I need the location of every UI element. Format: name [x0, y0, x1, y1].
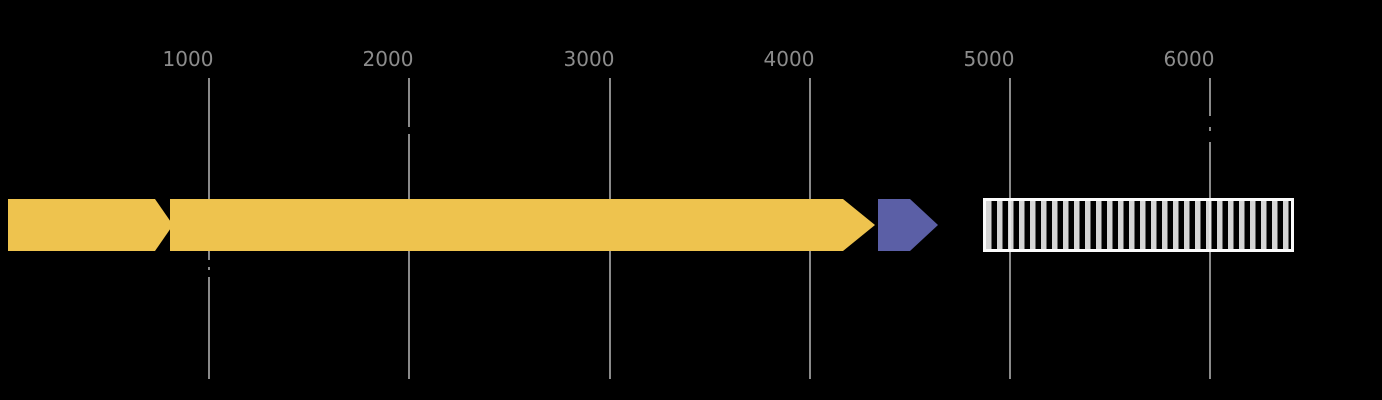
axis-tick-label: 2000	[362, 47, 414, 71]
gene-feature-arrow	[8, 199, 173, 251]
gridline-gap-mark	[207, 270, 211, 277]
axis-tick-label: 3000	[563, 47, 615, 71]
axis-tick-label: 4000	[763, 47, 815, 71]
gridline-gap-mark	[407, 127, 411, 134]
hatched-feature-rect	[983, 198, 1294, 252]
axis-tick-label: 6000	[1163, 47, 1215, 71]
gene-feature-arrow	[170, 199, 875, 251]
gridline-gap-mark	[1208, 116, 1212, 127]
gene-feature-arrow	[878, 199, 938, 251]
gridline-gap-mark	[207, 260, 211, 267]
gridline-gap-mark	[1208, 131, 1212, 142]
axis-tick-label: 1000	[162, 47, 214, 71]
axis-tick-label: 5000	[963, 47, 1015, 71]
